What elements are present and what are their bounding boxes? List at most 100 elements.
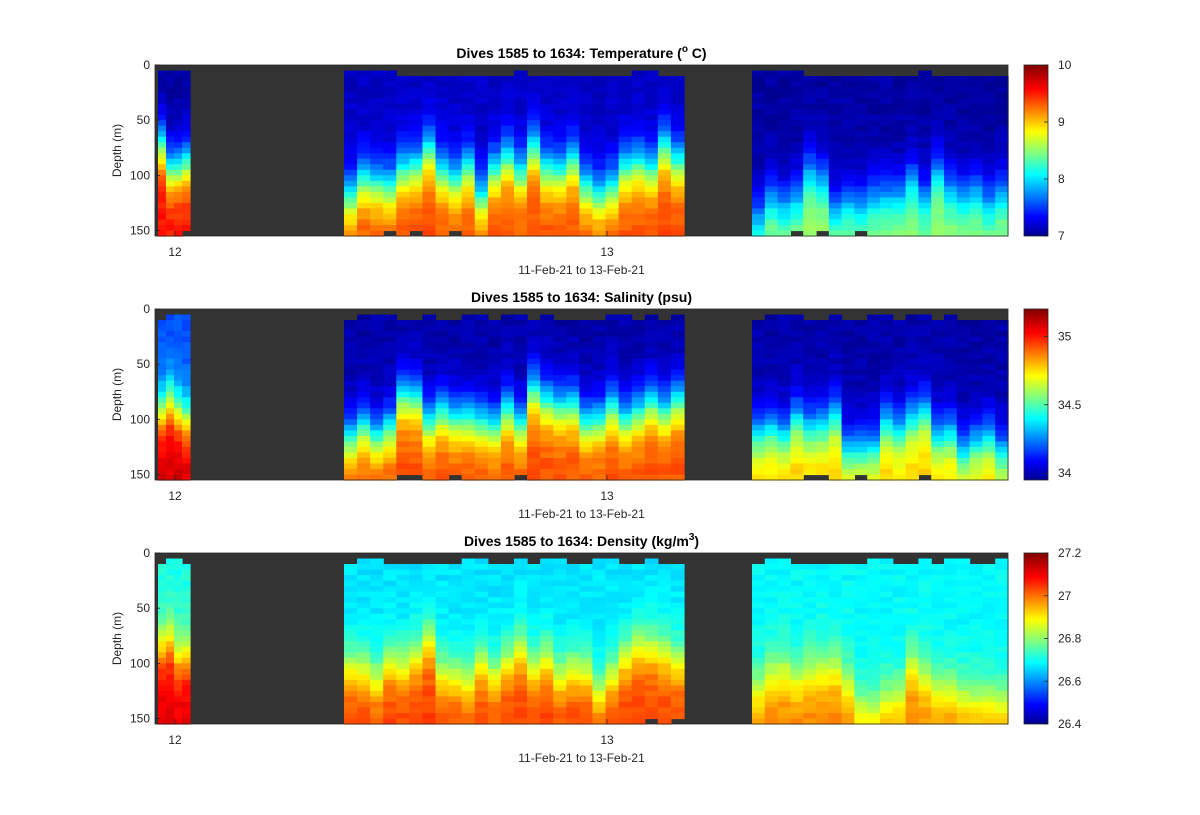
heatmap-cell [803, 213, 817, 221]
heatmap-cell [892, 674, 907, 681]
heatmap-cell [566, 586, 580, 593]
heatmap-cell [764, 325, 779, 332]
heatmap-cell [553, 136, 567, 143]
heatmap-cell [500, 114, 515, 121]
heatmap-cell [540, 474, 554, 481]
heatmap-cell [435, 369, 450, 376]
heatmap-cell [174, 230, 183, 237]
heatmap-cell [174, 452, 183, 459]
heatmap-cell [487, 175, 502, 182]
heatmap-cell [514, 147, 528, 154]
heatmap-cell [969, 712, 983, 720]
heatmap-cell [166, 580, 175, 587]
heatmap-cell [995, 402, 1009, 409]
heatmap-cell [605, 652, 620, 659]
heatmap-cell [605, 103, 620, 110]
heatmap-cell [370, 641, 384, 648]
heatmap-cell [383, 452, 397, 459]
heatmap-cell [777, 564, 791, 571]
heatmap-cell [918, 76, 932, 83]
heatmap-cell [605, 76, 620, 83]
heatmap-cell [854, 586, 868, 593]
heatmap-cell [803, 358, 817, 365]
heatmap-cell [828, 153, 843, 160]
heatmap-cell [370, 402, 384, 409]
heatmap-cell [383, 153, 397, 160]
heatmap-cell [566, 191, 580, 198]
heatmap-cell [487, 125, 502, 132]
heatmap-cell [995, 463, 1009, 470]
heatmap-cell [867, 136, 881, 143]
heatmap-cell [644, 180, 659, 187]
heatmap-cell [790, 707, 804, 714]
heatmap-cell [644, 186, 659, 193]
heatmap-cell [487, 120, 502, 127]
heatmap-cell [461, 419, 476, 426]
heatmap-cell [158, 586, 167, 593]
heatmap-cell [644, 435, 659, 442]
heatmap-cell [579, 380, 594, 387]
heatmap-cell [944, 591, 958, 598]
heatmap-cell [487, 230, 502, 237]
heatmap-cell [803, 718, 817, 725]
heatmap-cell [461, 580, 476, 587]
heatmap-cell [777, 325, 791, 332]
heatmap-cell [357, 457, 371, 465]
heatmap-cell [461, 646, 476, 653]
heatmap-cell [158, 624, 167, 631]
heatmap-cell [182, 380, 191, 387]
heatmap-cell [357, 358, 371, 365]
heatmap-cell [540, 679, 554, 686]
heatmap-cell [174, 175, 183, 182]
heatmap-cell [777, 613, 791, 620]
heatmap-cell [448, 364, 463, 371]
heatmap-cell [487, 109, 502, 116]
heatmap-cell [969, 679, 983, 686]
heatmap-cell [956, 613, 971, 620]
heatmap-cell [435, 630, 450, 637]
heatmap-cell [944, 663, 958, 670]
heatmap-cell [982, 635, 996, 642]
heatmap-cell [566, 147, 580, 154]
heatmap-cell [918, 630, 932, 637]
heatmap-cell [409, 446, 424, 454]
heatmap-cell [514, 380, 528, 387]
heatmap-cell [752, 336, 766, 343]
heatmap-cell [944, 602, 958, 609]
heatmap-cell [644, 419, 659, 426]
heatmap-cell [514, 224, 528, 232]
heatmap-cell [752, 430, 766, 437]
heatmap-cell [892, 685, 907, 692]
heatmap-cell [657, 197, 672, 204]
heatmap-cell [931, 153, 945, 160]
heatmap-cell [357, 186, 371, 193]
heatmap-cell [918, 424, 932, 431]
heatmap-cell [764, 624, 779, 631]
heatmap-cell [854, 164, 868, 171]
heatmap-cell [500, 441, 515, 448]
heatmap-cell [969, 635, 983, 642]
heatmap-cell [500, 342, 515, 349]
heatmap-cell [777, 213, 791, 221]
heatmap-cell [435, 413, 450, 420]
heatmap-cell [854, 690, 868, 698]
heatmap-cell [867, 591, 881, 598]
heatmap-cell [566, 202, 580, 210]
heatmap-cell [174, 685, 183, 692]
heatmap-cell [880, 690, 894, 698]
heatmap-cell [816, 342, 830, 349]
heatmap-cell [841, 468, 855, 476]
heatmap-cell [790, 153, 804, 160]
heatmap-cell [553, 586, 567, 593]
heatmap-cell [461, 408, 476, 415]
heatmap-cell [631, 158, 646, 165]
heatmap-cell [631, 402, 646, 409]
heatmap-cell [435, 679, 450, 686]
heatmap-cell [982, 391, 996, 398]
heatmap-cell [816, 98, 830, 105]
heatmap-cell [448, 325, 463, 332]
heatmap-cell [370, 186, 384, 193]
heatmap-cell [487, 142, 502, 149]
heatmap-cell [631, 474, 646, 481]
heatmap-cell [752, 635, 766, 642]
